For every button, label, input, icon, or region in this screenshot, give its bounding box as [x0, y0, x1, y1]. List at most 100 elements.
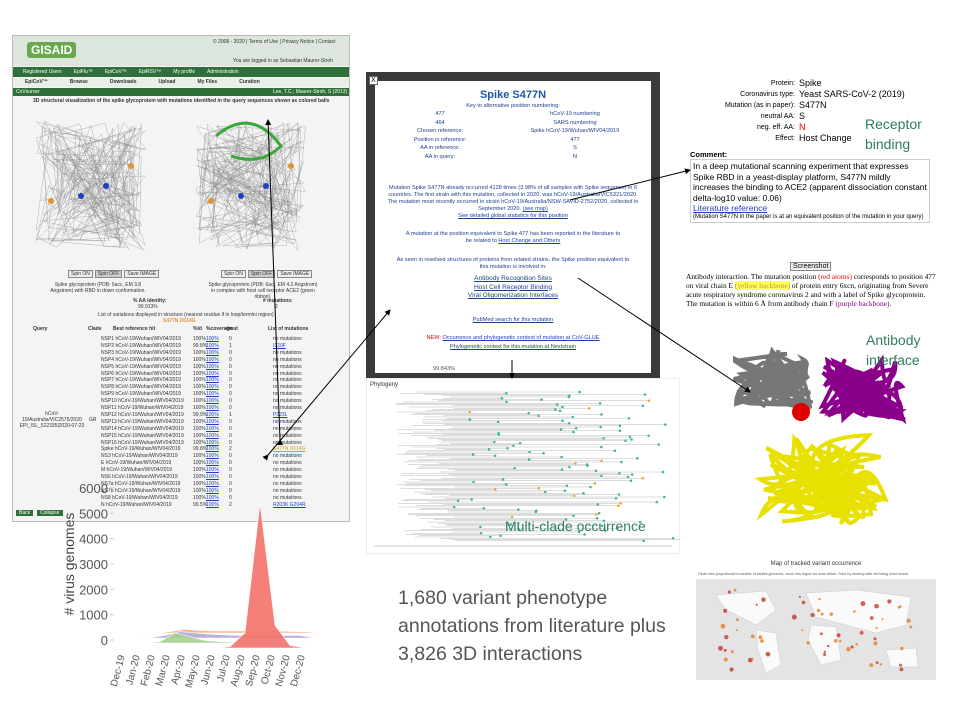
occurrence-dot: [761, 597, 766, 602]
cell: no mutations: [273, 384, 302, 391]
nav-item: EpiFlu™: [73, 69, 93, 75]
tip: [471, 453, 475, 456]
field-value: Yeast SARS-CoV-2 (2019): [799, 89, 905, 99]
cell: 100%: [193, 370, 206, 377]
phylogeny: Phylogeny: [366, 378, 680, 554]
occurrence-dot: [751, 657, 754, 660]
structures: [35, 120, 306, 251]
cell: 0: [229, 377, 232, 384]
ribbon: [35, 120, 146, 251]
tip: [600, 474, 603, 478]
cell: 1: [229, 411, 232, 418]
link[interactable]: Phylogenetic context for this mutation a…: [450, 344, 576, 350]
screenshot-button[interactable]: Screenshot: [790, 262, 832, 271]
y-tick-label: 4000: [79, 532, 108, 547]
cell: no mutations: [273, 460, 302, 467]
tip: [571, 415, 574, 419]
series-area: [140, 628, 321, 634]
tip: [595, 513, 598, 516]
occurrence-dot: [806, 641, 810, 645]
field-value: Spike hCoV-19/Wuhan/WIV04/2019: [530, 128, 620, 134]
cell: no mutations: [273, 453, 302, 460]
link[interactable]: (see map): [522, 206, 548, 212]
cell: NSP10 hCoV-19/Wuhan/WIV04/2019: [101, 398, 184, 405]
occurrence-dot: [869, 663, 874, 668]
nav: Registered Users EpiFlu™ EpiCoV™ EpiRSV™ My …: [13, 67, 349, 77]
collapse-button[interactable]: Collapse: [37, 510, 63, 517]
link[interactable]: PubMed search for this mutation: [472, 317, 554, 323]
button[interactable]: Spin OFF: [94, 270, 123, 279]
antibody-text: Antibody interaction. The mutation posit…: [686, 272, 936, 308]
button[interactable]: Spin ON: [68, 270, 93, 279]
cell: 100%: [206, 432, 219, 439]
tip: [534, 510, 538, 514]
field-label: neutral AA:: [760, 113, 795, 120]
tip: [500, 396, 504, 400]
button[interactable]: Save IMAGE: [124, 270, 160, 279]
glue: NEW: Occurrence and phylogenetic context…: [375, 335, 651, 342]
link[interactable]: See detailed global statistics for this …: [458, 213, 568, 219]
subnav: EpiCoV™ Browse Downloads Upload My Files Cura…: [13, 78, 349, 87]
cell: 100%: [193, 453, 206, 460]
tip: [602, 436, 605, 440]
field-value: S: [573, 145, 577, 151]
cell: 0: [229, 418, 232, 425]
occurrence-dot: [859, 630, 864, 635]
tip: [589, 485, 592, 489]
identity: 99.913%: [138, 304, 158, 310]
link[interactable]: Viral Oligomerization Interfaces: [467, 292, 559, 299]
field-label: Mutation (as in paper):: [724, 102, 795, 109]
link[interactable]: Host Change and Others: [498, 238, 561, 244]
variants-heading: List of variations displayed in structur…: [98, 312, 274, 318]
protein-structure: [733, 330, 938, 538]
heading: 3D structural visualization of the spike…: [33, 98, 330, 104]
column-header: Query: [33, 326, 48, 332]
field-label: Effect:: [775, 135, 795, 142]
tip: [496, 420, 500, 424]
link[interactable]: Antibody Recognition Sites: [474, 275, 552, 282]
occurrence-dot: [818, 597, 821, 601]
back-button[interactable]: Back: [16, 510, 34, 517]
phylo-title: Phylogeny: [370, 382, 398, 388]
button[interactable]: Save IMAGE: [277, 270, 313, 279]
column-header: %id: [193, 326, 202, 332]
cell: 0: [229, 439, 232, 446]
cell: M hCoV-19/Wuhan/WIV04/2019: [101, 467, 173, 474]
link[interactable]: Host Cell Receptor Binding: [473, 283, 553, 291]
occurrence-dot: [760, 639, 764, 643]
occurrence-dot: [823, 650, 826, 654]
tip: [626, 475, 630, 479]
cell: 100%: [193, 474, 206, 480]
occurrence-dot: [729, 667, 734, 672]
button[interactable]: Spin OFF: [247, 270, 276, 279]
occurrence-dot: [899, 663, 902, 667]
tip: [561, 405, 564, 409]
cell: 100%: [193, 398, 206, 405]
occurrence-dot: [850, 645, 854, 649]
login: You are logged in as Sebastian Maurer-St…: [233, 58, 333, 64]
cell: 99.5%: [193, 501, 208, 508]
link[interactable]: Literature reference: [693, 203, 768, 213]
comment-heading: Comment:: [690, 150, 728, 159]
tip: [613, 449, 617, 453]
y-tick-label: 2000: [79, 582, 108, 597]
tip: [509, 523, 513, 526]
panel: [366, 378, 680, 554]
text-part: .: [889, 299, 892, 308]
cell: NSP13 hCoV-19/Wuhan/WIV04/2019: [101, 418, 184, 425]
cell: 100%: [193, 480, 206, 487]
cell: no mutations: [273, 487, 302, 494]
tip: [618, 471, 621, 475]
tip: [643, 393, 647, 396]
cell: 0: [229, 349, 232, 356]
close-button[interactable]: X: [369, 76, 378, 85]
button[interactable]: Spin ON: [221, 270, 246, 279]
nav-item: Administration: [206, 69, 239, 75]
tip: [510, 515, 514, 519]
cell: 99.9%: [193, 411, 208, 418]
query: hCoV-19/Australia/VIC2575/2020 EPI_ISL_5…: [19, 411, 85, 430]
tip: [499, 534, 502, 538]
link[interactable]: Occurrence and phylogenetic context of m…: [442, 335, 600, 341]
tip: [630, 438, 633, 441]
cell: 0: [229, 467, 232, 474]
